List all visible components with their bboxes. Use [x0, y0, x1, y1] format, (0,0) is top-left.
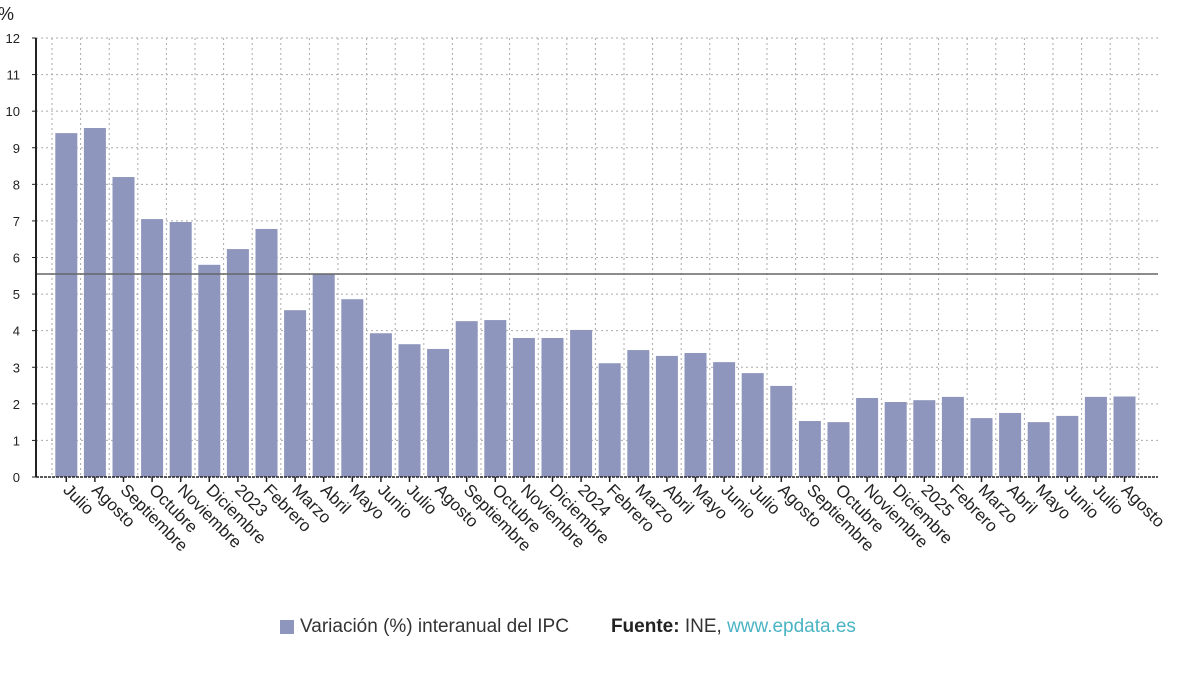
bar — [884, 402, 907, 477]
bar — [169, 222, 192, 477]
bar — [713, 362, 736, 477]
bar — [970, 418, 993, 477]
y-tick-label: 10 — [6, 104, 20, 119]
y-tick-label: 3 — [13, 360, 20, 375]
bar — [627, 350, 650, 477]
bar — [484, 320, 507, 477]
bar — [198, 264, 221, 477]
source: Fuente: INE, www.epdata.es — [611, 616, 856, 638]
bar — [570, 329, 593, 477]
x-ticks: JulioAgostoSeptiembreOctubreNoviembreDic… — [36, 476, 1169, 555]
y-tick-label: 5 — [13, 287, 20, 302]
y-tick-label: 9 — [13, 141, 20, 156]
bar — [684, 352, 707, 477]
bar — [1056, 415, 1079, 477]
source-name: INE, — [679, 616, 728, 637]
bar — [798, 421, 821, 477]
bar — [398, 344, 421, 477]
bar — [83, 127, 106, 478]
legend-swatch — [280, 620, 294, 634]
bar — [770, 385, 793, 477]
bar — [1027, 422, 1050, 477]
bar — [427, 348, 450, 477]
bar — [112, 177, 135, 477]
bar — [856, 397, 879, 477]
y-tick-label: 6 — [13, 251, 20, 266]
bar — [255, 228, 278, 477]
bar — [827, 422, 850, 477]
y-tick-label: 4 — [13, 324, 20, 339]
bar — [55, 133, 78, 477]
bar — [1113, 396, 1136, 477]
bar — [741, 373, 764, 477]
bar — [312, 273, 335, 477]
y-axis-label: % — [0, 4, 14, 24]
bar — [341, 299, 364, 477]
legend: Variación (%) interanual del IPC Fuente:… — [280, 616, 856, 638]
bar — [512, 337, 535, 477]
bar — [1084, 396, 1107, 477]
y-tick-label: 8 — [13, 177, 20, 192]
grid — [36, 37, 1158, 477]
bar — [999, 412, 1022, 477]
y-tick-label: 2 — [13, 397, 20, 412]
source-label: Fuente: — [610, 616, 680, 637]
bar — [541, 337, 564, 477]
y-tick-label: 12 — [6, 31, 20, 46]
bar — [598, 363, 621, 477]
y-tick-label: 0 — [13, 470, 20, 485]
bar — [941, 396, 964, 477]
bars — [36, 127, 1158, 478]
y-tick-label: 11 — [7, 68, 21, 83]
bar — [369, 333, 392, 477]
bar — [284, 310, 307, 477]
legend-series-label: Variación (%) interanual del IPC — [300, 616, 569, 637]
bar — [226, 249, 249, 477]
source-link[interactable]: www.epdata.es — [727, 616, 856, 637]
y-tick-label: 1 — [13, 433, 20, 448]
bar — [913, 400, 936, 477]
y-tick-label: 7 — [13, 214, 20, 229]
bar — [141, 219, 164, 477]
bar — [455, 321, 478, 477]
x-tick-label: Julio — [59, 480, 97, 518]
bar — [655, 355, 678, 477]
